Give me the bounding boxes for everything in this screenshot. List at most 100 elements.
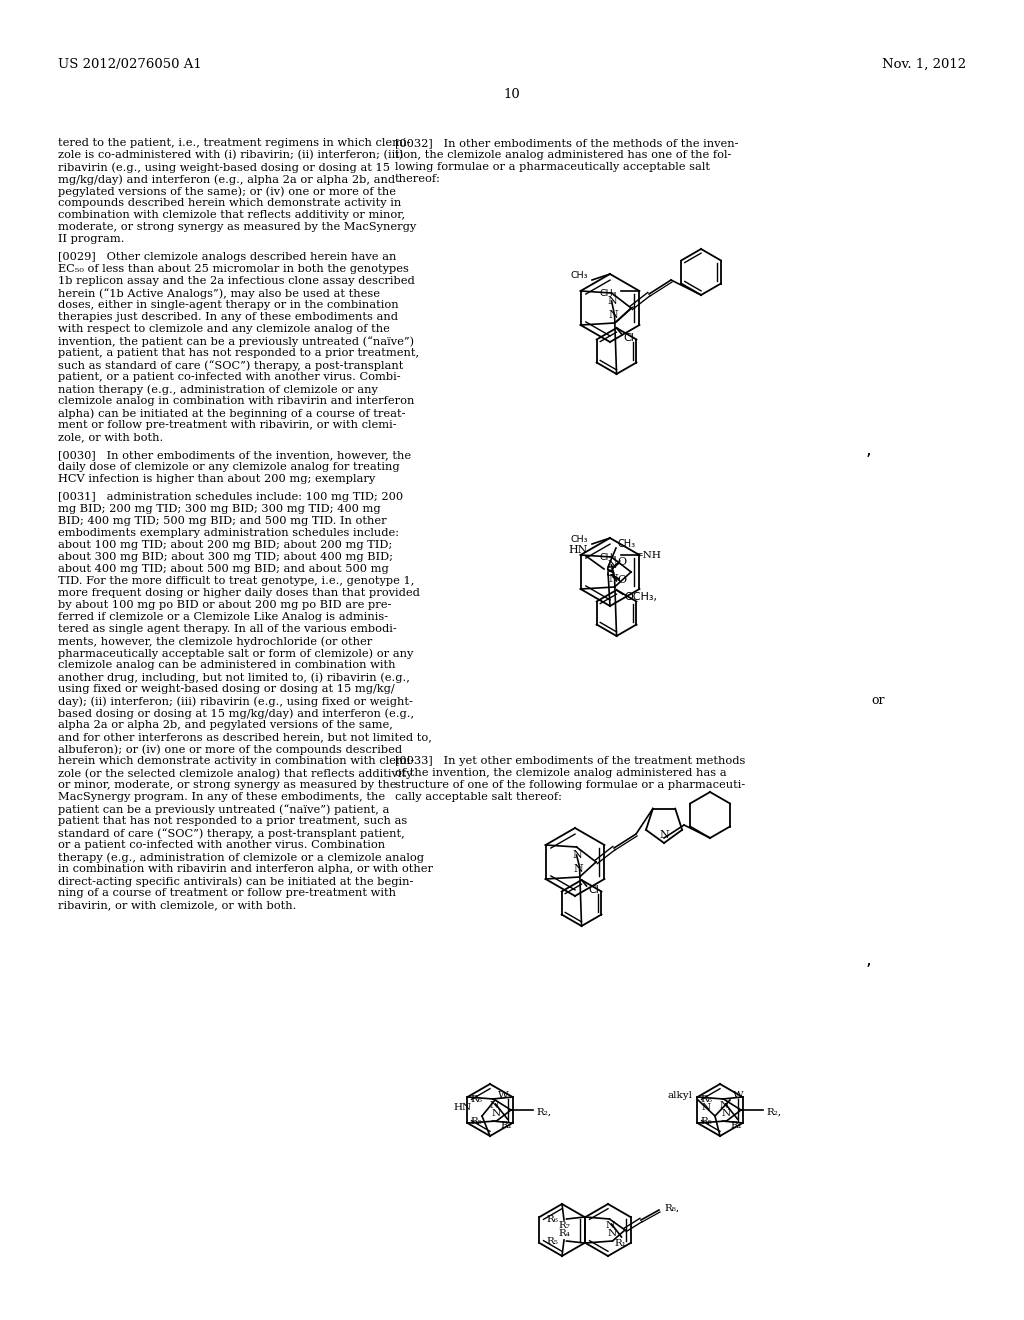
Text: nation therapy (e.g., administration of clemizole or any: nation therapy (e.g., administration of … bbox=[58, 384, 378, 395]
Text: Nov. 1, 2012: Nov. 1, 2012 bbox=[882, 58, 966, 71]
Text: or: or bbox=[871, 693, 885, 706]
Text: daily dose of clemizole or any clemizole analog for treating: daily dose of clemizole or any clemizole… bbox=[58, 462, 399, 473]
Text: N: N bbox=[607, 296, 617, 306]
Text: [0029]   Other clemizole analogs described herein have an: [0029] Other clemizole analogs described… bbox=[58, 252, 396, 261]
Text: herein which demonstrate activity in combination with clemi-: herein which demonstrate activity in com… bbox=[58, 756, 415, 766]
Text: R₁: R₁ bbox=[614, 1238, 627, 1247]
Text: S: S bbox=[605, 565, 614, 578]
Text: [0031]   administration schedules include: 100 mg TID; 200: [0031] administration schedules include:… bbox=[58, 492, 403, 502]
Text: II program.: II program. bbox=[58, 234, 125, 244]
Text: 10: 10 bbox=[504, 88, 520, 102]
Text: or minor, moderate, or strong synergy as measured by the: or minor, moderate, or strong synergy as… bbox=[58, 780, 396, 789]
Text: another drug, including, but not limited to, (i) ribavirin (e.g.,: another drug, including, but not limited… bbox=[58, 672, 410, 682]
Text: tered to the patient, i.e., treatment regimens in which clemi-: tered to the patient, i.e., treatment re… bbox=[58, 139, 411, 148]
Text: structure of one of the following formulae or a pharmaceuti-: structure of one of the following formul… bbox=[395, 780, 745, 789]
Text: 1b replicon assay and the 2a infectious clone assay described: 1b replicon assay and the 2a infectious … bbox=[58, 276, 415, 286]
Text: N: N bbox=[607, 560, 617, 570]
Text: =NH: =NH bbox=[635, 552, 662, 561]
Text: lowing formulae or a pharmaceutically acceptable salt: lowing formulae or a pharmaceutically ac… bbox=[395, 162, 710, 172]
Text: tered as single agent therapy. In all of the various embodi-: tered as single agent therapy. In all of… bbox=[58, 624, 396, 634]
Text: doses, either in single-agent therapy or in the combination: doses, either in single-agent therapy or… bbox=[58, 300, 398, 310]
Text: R₂,: R₂, bbox=[766, 1107, 781, 1117]
Text: zole (or the selected clemizole analog) that reflects additivity: zole (or the selected clemizole analog) … bbox=[58, 768, 413, 779]
Text: about 100 mg TID; about 200 mg BID; about 200 mg TID;: about 100 mg TID; about 200 mg BID; abou… bbox=[58, 540, 392, 550]
Text: day); (ii) interferon; (iii) ribavirin (e.g., using fixed or weight-: day); (ii) interferon; (iii) ribavirin (… bbox=[58, 696, 413, 706]
Text: embodiments exemplary administration schedules include:: embodiments exemplary administration sch… bbox=[58, 528, 399, 539]
Text: albuferon); or (iv) one or more of the compounds described: albuferon); or (iv) one or more of the c… bbox=[58, 744, 402, 755]
Text: R₂,: R₂, bbox=[536, 1107, 551, 1117]
Text: HN: HN bbox=[454, 1104, 472, 1113]
Text: with respect to clemizole and any clemizole analog of the: with respect to clemizole and any clemiz… bbox=[58, 323, 390, 334]
Text: ferred if clemizole or a Clemizole Like Analog is adminis-: ferred if clemizole or a Clemizole Like … bbox=[58, 612, 388, 622]
Text: therapies just described. In any of these embodiments and: therapies just described. In any of thes… bbox=[58, 312, 398, 322]
Text: ,: , bbox=[865, 950, 870, 969]
Text: R₆: R₆ bbox=[700, 1094, 713, 1104]
Text: R₅: R₅ bbox=[471, 1117, 482, 1126]
Text: R₈,: R₈, bbox=[664, 1204, 679, 1213]
Text: CH₃: CH₃ bbox=[570, 536, 588, 544]
Text: cally acceptable salt thereof:: cally acceptable salt thereof: bbox=[395, 792, 562, 803]
Text: Cl: Cl bbox=[624, 333, 635, 343]
Text: O: O bbox=[617, 576, 627, 585]
Text: R₄: R₄ bbox=[558, 1229, 570, 1238]
Text: MacSynergy program. In any of these embodiments, the: MacSynergy program. In any of these embo… bbox=[58, 792, 385, 803]
Text: O: O bbox=[617, 557, 627, 568]
Text: HCV infection is higher than about 200 mg; exemplary: HCV infection is higher than about 200 m… bbox=[58, 474, 375, 484]
Text: clemizole analog in combination with ribavirin and interferon: clemizole analog in combination with rib… bbox=[58, 396, 415, 407]
Text: using fixed or weight-based dosing or dosing at 15 mg/kg/: using fixed or weight-based dosing or do… bbox=[58, 684, 394, 694]
Text: by about 100 mg po BID or about 200 mg po BID are pre-: by about 100 mg po BID or about 200 mg p… bbox=[58, 601, 391, 610]
Text: standard of care (“SOC”) therapy, a post-transplant patient,: standard of care (“SOC”) therapy, a post… bbox=[58, 828, 404, 838]
Text: N: N bbox=[659, 830, 669, 840]
Text: patient can be a previously untreated (“naïve”) patient, a: patient can be a previously untreated (“… bbox=[58, 804, 389, 814]
Text: W: W bbox=[733, 1092, 743, 1101]
Text: ribavirin (e.g., using weight-based dosing or dosing at 15: ribavirin (e.g., using weight-based dosi… bbox=[58, 162, 390, 173]
Text: US 2012/0276050 A1: US 2012/0276050 A1 bbox=[58, 58, 202, 71]
Text: compounds described herein which demonstrate activity in: compounds described herein which demonst… bbox=[58, 198, 401, 209]
Text: [0030]   In other embodiments of the invention, however, the: [0030] In other embodiments of the inven… bbox=[58, 450, 411, 459]
Text: ning of a course of treatment or follow pre-treatment with: ning of a course of treatment or follow … bbox=[58, 888, 396, 898]
Text: BID; 400 mg TID; 500 mg BID; and 500 mg TID. In other: BID; 400 mg TID; 500 mg BID; and 500 mg … bbox=[58, 516, 387, 525]
Text: about 400 mg TID; about 500 mg BID; and about 500 mg: about 400 mg TID; about 500 mg BID; and … bbox=[58, 564, 389, 574]
Text: R₅: R₅ bbox=[700, 1117, 713, 1126]
Text: N: N bbox=[608, 574, 618, 583]
Text: tion, the clemizole analog administered has one of the fol-: tion, the clemizole analog administered … bbox=[395, 150, 731, 160]
Text: and for other interferons as described herein, but not limited to,: and for other interferons as described h… bbox=[58, 733, 432, 742]
Text: invention, the patient can be a previously untreated (“naïve”): invention, the patient can be a previous… bbox=[58, 337, 414, 347]
Text: clemizole analog can be administered in combination with: clemizole analog can be administered in … bbox=[58, 660, 395, 671]
Text: [0032]   In other embodiments of the methods of the inven-: [0032] In other embodiments of the metho… bbox=[395, 139, 738, 148]
Text: CH₃: CH₃ bbox=[600, 553, 617, 561]
Text: such as standard of care (“SOC”) therapy, a post-transplant: such as standard of care (“SOC”) therapy… bbox=[58, 360, 403, 371]
Text: EC₅₀ of less than about 25 micromolar in both the genotypes: EC₅₀ of less than about 25 micromolar in… bbox=[58, 264, 409, 275]
Text: zole is co-administered with (i) ribavirin; (ii) interferon; (iii): zole is co-administered with (i) ribavir… bbox=[58, 150, 403, 160]
Text: about 300 mg BID; about 300 mg TID; about 400 mg BID;: about 300 mg BID; about 300 mg TID; abou… bbox=[58, 552, 393, 562]
Text: based dosing or dosing at 15 mg/kg/day) and interferon (e.g.,: based dosing or dosing at 15 mg/kg/day) … bbox=[58, 708, 414, 718]
Text: CH₃: CH₃ bbox=[600, 289, 617, 297]
Text: ,: , bbox=[865, 441, 870, 459]
Text: in combination with ribavirin and interferon alpha, or with other: in combination with ribavirin and interf… bbox=[58, 865, 433, 874]
Text: N: N bbox=[573, 865, 584, 874]
Text: OCH₃,: OCH₃, bbox=[625, 591, 657, 602]
Text: moderate, or strong synergy as measured by the MacSynergy: moderate, or strong synergy as measured … bbox=[58, 222, 416, 232]
Text: herein (“1b Active Analogs”), may also be used at these: herein (“1b Active Analogs”), may also b… bbox=[58, 288, 380, 298]
Text: or a patient co-infected with another virus. Combination: or a patient co-infected with another vi… bbox=[58, 840, 385, 850]
Text: mg/kg/day) and interferon (e.g., alpha 2a or alpha 2b, and: mg/kg/day) and interferon (e.g., alpha 2… bbox=[58, 174, 395, 185]
Text: R₆: R₆ bbox=[471, 1094, 482, 1104]
Text: N: N bbox=[489, 1101, 499, 1110]
Text: combination with clemizole that reflects additivity or minor,: combination with clemizole that reflects… bbox=[58, 210, 406, 220]
Text: R₅: R₅ bbox=[547, 1237, 558, 1246]
Text: [0033]   In yet other embodiments of the treatment methods: [0033] In yet other embodiments of the t… bbox=[395, 756, 745, 766]
Text: alpha 2a or alpha 2b, and pegylated versions of the same,: alpha 2a or alpha 2b, and pegylated vers… bbox=[58, 719, 393, 730]
Text: therapy (e.g., administration of clemizole or a clemizole analog: therapy (e.g., administration of clemizo… bbox=[58, 851, 424, 862]
Text: N: N bbox=[722, 1110, 731, 1118]
Text: N: N bbox=[608, 310, 618, 319]
Text: W: W bbox=[498, 1092, 509, 1101]
Text: patient that has not responded to a prior treatment, such as: patient that has not responded to a prio… bbox=[58, 816, 408, 826]
Text: N: N bbox=[701, 1104, 711, 1113]
Text: of the invention, the clemizole analog administered has a: of the invention, the clemizole analog a… bbox=[395, 768, 727, 777]
Text: ment or follow pre-treatment with ribavirin, or with clemi-: ment or follow pre-treatment with ribavi… bbox=[58, 420, 396, 430]
Text: N: N bbox=[572, 850, 583, 861]
Text: R₇: R₇ bbox=[558, 1221, 570, 1230]
Text: alkyl: alkyl bbox=[667, 1092, 692, 1101]
Text: R₁: R₁ bbox=[730, 1122, 742, 1130]
Text: more frequent dosing or higher daily doses than that provided: more frequent dosing or higher daily dos… bbox=[58, 587, 420, 598]
